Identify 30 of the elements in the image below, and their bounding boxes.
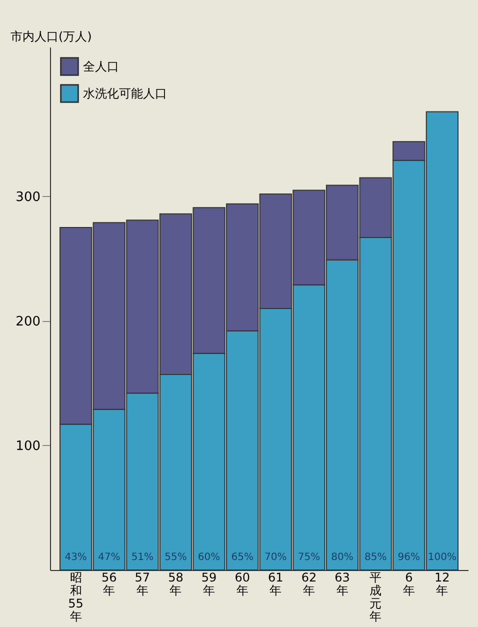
y-tick-label: 300 [16,190,40,205]
annotation: 100% [428,552,456,563]
x-tick-label: 昭和55年 [68,570,84,624]
x-tick-label: 57年 [134,570,150,598]
x-tick-label: 60年 [234,570,250,598]
annotation: 70% [264,552,287,563]
x-tick-label: 61年 [268,570,284,598]
annotation: 51% [131,552,154,563]
annotation: 80% [331,552,354,563]
x-tick-label: 平成元年 [370,570,382,624]
annotation: 43% [64,552,87,563]
annotation: 47% [98,552,120,563]
annotation: 55% [164,552,187,563]
annotation: 60% [198,552,220,563]
legend-label: 水洗化可能人口 [83,86,167,100]
x-tick-label: 56年 [101,570,117,598]
annotation: 96% [398,552,420,563]
x-tick-label: 12年 [434,570,450,598]
x-tick-label: 62年 [301,570,317,598]
x-tick-label: 58年 [168,570,184,598]
annotation: 65% [231,552,254,563]
legend-label: 全人口 [83,60,119,74]
y-axis-title: 市内人口(万人) [10,30,92,44]
x-tick-label: 63年 [334,570,350,598]
x-tick-label: 6年 [402,570,415,598]
x-tick-label: 59年 [201,570,217,598]
annotation: 85% [364,552,387,563]
y-tick-label: 200 [16,314,40,330]
annotation: 75% [298,552,320,563]
y-tick-label: 100 [16,438,40,454]
